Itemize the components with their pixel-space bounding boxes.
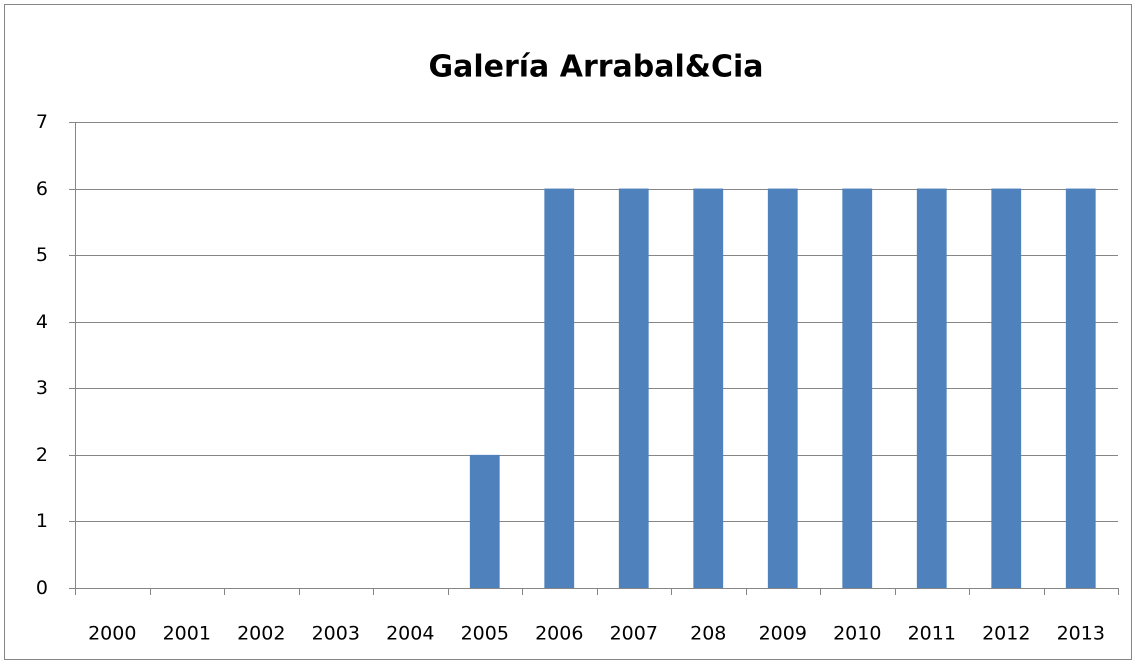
y-tick-label: 6 [36, 178, 48, 200]
x-tick-label: 2010 [833, 623, 881, 645]
x-tick-label: 2002 [237, 623, 285, 645]
y-tick-label: 5 [36, 244, 48, 266]
bar [991, 188, 1022, 589]
bar [618, 188, 649, 589]
bar [544, 188, 575, 589]
y-tick-label: 1 [36, 510, 48, 532]
bar [1065, 188, 1096, 589]
y-tick-label: 4 [36, 311, 48, 333]
y-tick-label: 3 [36, 377, 48, 399]
x-tick-label: 2011 [908, 623, 956, 645]
x-tick-label: 2012 [982, 623, 1030, 645]
x-tick-label: 2000 [88, 623, 136, 645]
y-tick-label: 2 [36, 444, 48, 466]
x-tick-label: 2004 [386, 623, 434, 645]
x-tick-label: 2001 [163, 623, 211, 645]
bar [916, 188, 947, 589]
x-tick-label: 2006 [535, 623, 583, 645]
bar [767, 188, 798, 589]
bar [842, 188, 873, 589]
bar [693, 188, 724, 589]
y-tick-label: 0 [36, 577, 48, 599]
bar [469, 454, 500, 588]
x-tick-label: 2005 [461, 623, 509, 645]
x-tick-label: 2007 [610, 623, 658, 645]
y-tick-label: 7 [36, 111, 48, 133]
chart-title: Galería Arrabal&Cia [428, 50, 763, 85]
x-tick-label: 2003 [312, 623, 360, 645]
x-tick-label: 2013 [1057, 623, 1105, 645]
x-tick-label: 2009 [759, 623, 807, 645]
x-tick-label: 208 [690, 623, 726, 645]
